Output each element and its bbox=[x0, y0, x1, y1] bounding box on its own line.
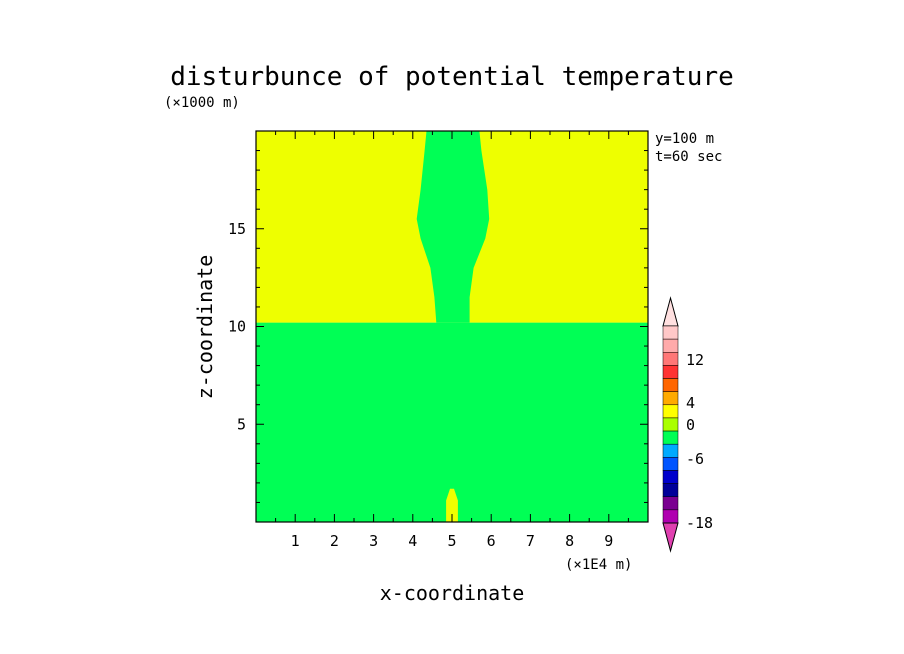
y-tick-label: 10 bbox=[228, 318, 246, 336]
colorbar-label: 12 bbox=[686, 351, 704, 369]
colorbar-swatch bbox=[662, 338, 679, 353]
colorbar-swatch bbox=[662, 417, 679, 432]
x-tick-label: 5 bbox=[447, 532, 456, 550]
plot-area bbox=[255, 130, 649, 523]
colorbar: 12 4 0 -6 -18 bbox=[662, 296, 713, 553]
x-tick-label: 2 bbox=[330, 532, 339, 550]
colorbar-swatch bbox=[662, 483, 679, 497]
colorbar-swatch bbox=[662, 404, 679, 419]
axis-ticks: 1 2 3 4 5 6 7 8 9 5 10 15 bbox=[228, 130, 649, 550]
colorbar-label: -6 bbox=[686, 450, 704, 468]
x-tick-label: 7 bbox=[526, 532, 535, 550]
x-tick-label: 3 bbox=[369, 532, 378, 550]
colorbar-swatch bbox=[662, 391, 679, 406]
y-axis-label: z-coordinate bbox=[193, 255, 217, 400]
y-unit-label: (×1000 m) bbox=[164, 95, 240, 111]
info-y: y=100 m bbox=[655, 131, 714, 147]
colorbar-swatch bbox=[662, 470, 679, 484]
x-axis-label: x-coordinate bbox=[380, 581, 525, 605]
colorbar-swatch bbox=[662, 496, 679, 511]
colorbar-swatch bbox=[662, 365, 679, 379]
region-surface-bubble bbox=[446, 488, 458, 522]
x-tick-label: 1 bbox=[291, 532, 300, 550]
region-lower-layer bbox=[256, 322, 648, 522]
x-unit-label: (×1E4 m) bbox=[565, 557, 632, 573]
colorbar-swatch bbox=[662, 457, 679, 471]
colorbar-swatch bbox=[662, 378, 679, 392]
x-tick-label: 9 bbox=[604, 532, 613, 550]
info-t: t=60 sec bbox=[655, 149, 722, 165]
colorbar-swatch bbox=[662, 430, 679, 445]
colorbar-swatch bbox=[662, 325, 679, 340]
colorbar-swatch bbox=[662, 352, 679, 366]
x-tick-label: 6 bbox=[487, 532, 496, 550]
colorbar-extend-top bbox=[662, 296, 679, 327]
colorbar-label: 0 bbox=[686, 416, 695, 434]
y-tick-label: 15 bbox=[228, 220, 246, 238]
colorbar-label: 4 bbox=[686, 394, 695, 412]
y-tick-label: 5 bbox=[237, 415, 246, 433]
colorbar-label: -18 bbox=[686, 514, 713, 532]
colorbar-swatch bbox=[662, 509, 679, 524]
x-tick-label: 4 bbox=[408, 532, 417, 550]
colorbar-swatch bbox=[662, 443, 679, 458]
chart-title: disturbunce of potential temperature bbox=[170, 62, 734, 92]
x-tick-label: 8 bbox=[565, 532, 574, 550]
region-upper-plume bbox=[416, 131, 490, 323]
colorbar-extend-bottom bbox=[662, 522, 679, 553]
